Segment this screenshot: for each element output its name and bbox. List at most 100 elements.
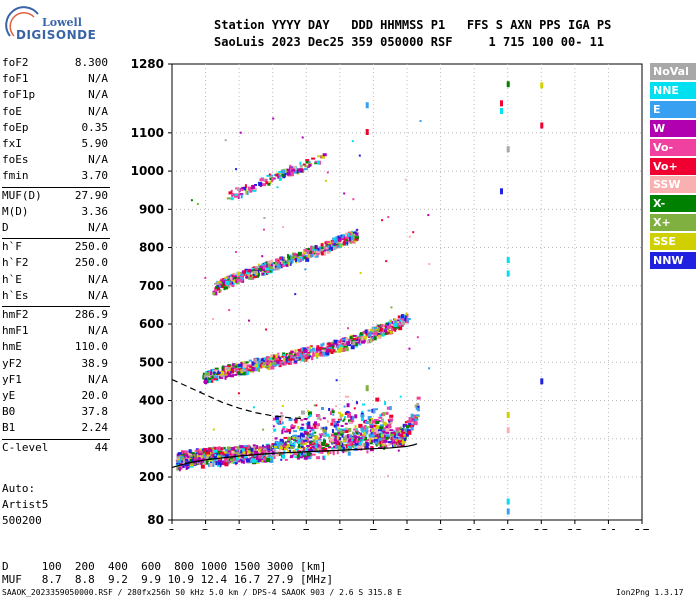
echo-pixel: [312, 439, 316, 444]
echo-pixel: [235, 282, 240, 285]
echo-pixel: [294, 419, 298, 424]
echo-pixel: [416, 396, 421, 400]
echo-pixel: [332, 451, 335, 456]
echo-pixel: [218, 457, 223, 462]
echo-pixel: [317, 444, 320, 448]
echo-pixel: [270, 365, 275, 370]
echo-pixel: [220, 447, 224, 451]
echo-pixel: [221, 460, 224, 463]
echo-pixel: [295, 258, 298, 263]
noise-pixel: [370, 432, 373, 435]
echo-pixel: [354, 428, 358, 433]
echo-pixel: [252, 266, 256, 270]
echo-pixel: [271, 177, 275, 181]
echo-pixel: [242, 363, 247, 368]
echo-pixel: [254, 358, 258, 363]
echo-pixel: [295, 256, 298, 259]
echo-pixel: [336, 435, 339, 440]
echo-pixel: [356, 431, 359, 435]
noise-pixel: [428, 367, 431, 370]
echo-pixel: [309, 454, 313, 457]
echo-pixel: [388, 406, 392, 411]
echo-pixel: [282, 175, 286, 179]
echo-pixel: [311, 247, 316, 251]
echo-pixel: [328, 350, 331, 353]
echo-pixel: [266, 458, 271, 463]
echo-pixel: [401, 317, 404, 321]
echo-pixel: [381, 427, 386, 432]
echo-pixel: [387, 441, 392, 444]
echo-pixel: [262, 265, 265, 270]
echo-pixel: [306, 434, 309, 438]
echo-pixel: [333, 239, 338, 243]
param-value: N/A: [88, 104, 108, 118]
echo-pixel: [291, 167, 296, 172]
echo-pixel: [359, 332, 363, 336]
echo-pixel: [210, 369, 213, 374]
echo-pixel: [231, 367, 235, 370]
noise-pixel: [190, 199, 193, 202]
echo-pixel: [313, 252, 316, 256]
logo-text-lowell: Lowell: [42, 16, 82, 29]
echo-pixel: [328, 246, 333, 250]
echo-pixel: [317, 447, 321, 450]
echo-pixel: [238, 448, 241, 453]
echo-pixel: [364, 420, 369, 424]
echo-pixel: [378, 443, 381, 446]
echo-pixel: [273, 355, 276, 359]
echo-pixel: [266, 174, 270, 177]
echo-pixel: [393, 436, 396, 439]
noise-pixel: [419, 119, 422, 122]
echo-pixel: [216, 447, 221, 452]
echo-pixel: [279, 446, 282, 450]
echo-pixel: [323, 448, 328, 453]
echo-pixel: [415, 414, 420, 417]
param-value: N/A: [88, 324, 108, 338]
noise-pixel: [428, 263, 431, 266]
echo-pixel: [271, 456, 275, 459]
echo-pixel: [314, 424, 317, 429]
echo-pixel: [224, 454, 229, 459]
echo-pixel: [343, 241, 347, 246]
echo-pixel: [305, 422, 309, 425]
echo-pixel: [294, 349, 297, 353]
echo-pixel: [358, 339, 361, 344]
echo-pixel: [347, 451, 351, 456]
echo-pixel: [302, 354, 307, 358]
echo-pixel: [198, 460, 202, 463]
echo-pixel: [189, 464, 194, 467]
noise-pixel: [220, 454, 223, 457]
echo-pixel: [369, 435, 373, 440]
echo-pixel: [231, 448, 235, 452]
echo-pixel: [326, 240, 331, 243]
interference-pixel: [500, 100, 503, 107]
echo-pixel: [213, 460, 216, 463]
echo-pixel: [344, 416, 347, 419]
echo-pixel: [309, 414, 312, 417]
echo-pixel: [241, 275, 244, 279]
echo-pixel: [283, 361, 287, 366]
echo-pixel: [330, 349, 334, 352]
echo-pixel: [237, 279, 240, 282]
echo-pixel: [237, 271, 241, 276]
echo-pixel: [202, 372, 205, 377]
echo-pixel: [239, 445, 244, 449]
echo-pixel: [234, 366, 239, 371]
echo-pixel: [347, 442, 352, 445]
interference-pixel: [506, 498, 510, 505]
echo-pixel: [368, 420, 372, 423]
echo-pixel: [214, 287, 219, 292]
echo-pixel: [364, 434, 367, 439]
echo-pixel: [327, 449, 330, 454]
echo-pixel: [373, 431, 377, 435]
echo-pixel: [230, 197, 234, 201]
echo-pixel: [219, 284, 224, 289]
noise-pixel: [204, 277, 207, 280]
echo-pixel: [336, 347, 340, 351]
echo-pixel: [179, 465, 183, 470]
echo-pixel: [237, 368, 242, 373]
echo-pixel: [262, 268, 266, 272]
echo-pixel: [370, 338, 373, 343]
echo-pixel: [183, 450, 188, 454]
noise-pixel: [301, 136, 304, 139]
